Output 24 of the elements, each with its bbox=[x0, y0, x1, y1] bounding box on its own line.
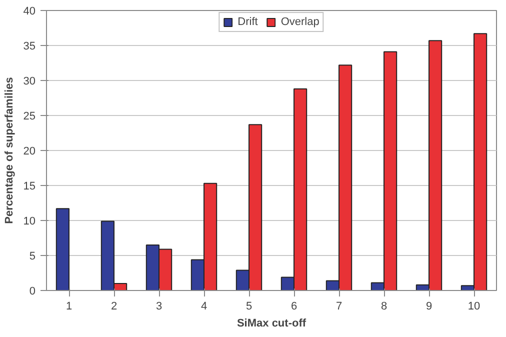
x-tick-label: 5 bbox=[246, 300, 252, 312]
y-axis-title: Percentage of superfamilies bbox=[3, 77, 16, 224]
y-tick-label: 15 bbox=[23, 180, 36, 192]
x-tick-label: 9 bbox=[426, 300, 432, 312]
x-axis-title: SiMax cut-off bbox=[236, 318, 306, 330]
y-tick-label: 20 bbox=[23, 146, 36, 158]
y-tick-label: 10 bbox=[23, 216, 36, 228]
y-tick-label: 0 bbox=[29, 286, 36, 298]
x-tick-label: 3 bbox=[156, 300, 162, 312]
x-tick-label: 7 bbox=[336, 300, 342, 312]
legend-label: Drift bbox=[238, 16, 258, 28]
x-tick-label: 4 bbox=[200, 300, 208, 312]
x-tick-label: 1 bbox=[66, 300, 72, 312]
y-tick-label: 35 bbox=[23, 40, 36, 52]
x-tick-label: 8 bbox=[380, 300, 388, 312]
y-tick-label: 5 bbox=[29, 250, 36, 262]
x-tick-label: 2 bbox=[110, 300, 118, 312]
y-tick-label: 30 bbox=[23, 76, 36, 88]
y-tick-label: 40 bbox=[23, 6, 36, 18]
x-tick-label: 6 bbox=[290, 300, 298, 312]
legend-label: Overlap bbox=[280, 16, 320, 28]
y-tick-label: 25 bbox=[23, 110, 36, 122]
bar bbox=[56, 208, 70, 290]
x-tick-label: 10 bbox=[468, 300, 480, 312]
